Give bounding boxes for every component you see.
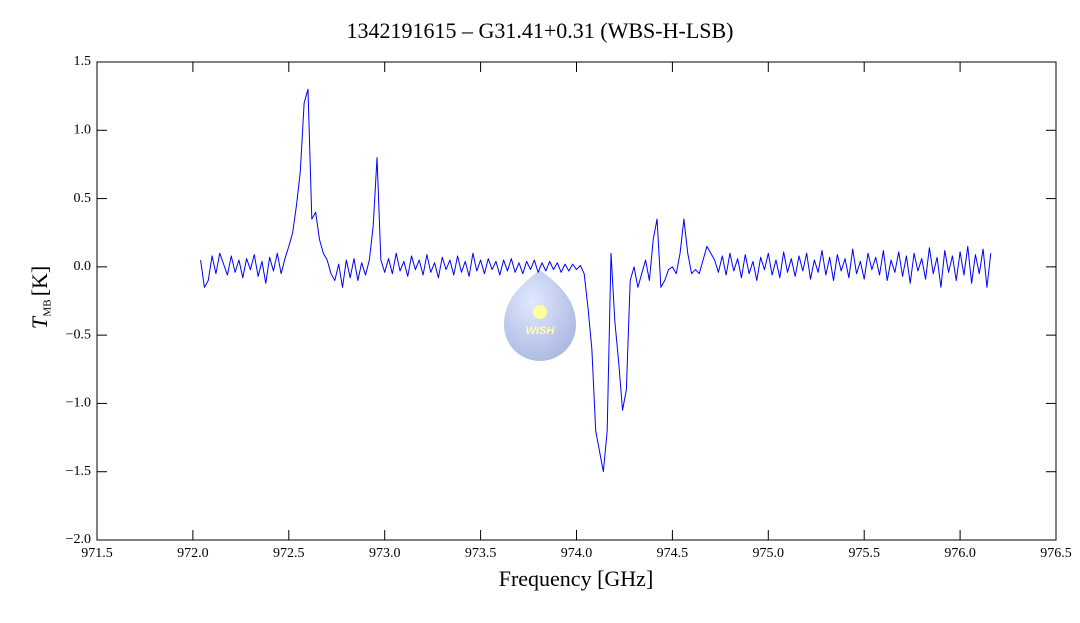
x-tick-label: 972.5 bbox=[273, 546, 305, 561]
y-tick-label: 1.5 bbox=[74, 54, 92, 69]
y-label-unit: [K] bbox=[27, 266, 52, 297]
x-tick-label: 974.5 bbox=[657, 546, 689, 561]
y-tick-label: −2.0 bbox=[66, 532, 91, 547]
x-tick-label: 975.5 bbox=[848, 546, 880, 561]
y-axis-label: T MB [K] bbox=[27, 266, 53, 329]
y-tick-label: −1.5 bbox=[66, 464, 91, 479]
x-axis-label: Frequency [GHz] bbox=[499, 566, 654, 591]
x-tick-label: 972.0 bbox=[177, 546, 209, 561]
chart-title: 1342191615 – G31.41+0.31 (WBS-H-LSB) bbox=[346, 18, 733, 43]
y-tick-label: −0.5 bbox=[66, 327, 91, 342]
x-tick-label: 973.5 bbox=[465, 546, 497, 561]
x-tick-label: 975.0 bbox=[753, 546, 785, 561]
spectrum-line bbox=[200, 88, 992, 473]
y-tick-label: −1.0 bbox=[66, 396, 91, 411]
x-tick-label: 976.5 bbox=[1040, 546, 1072, 561]
x-tick-label: 971.5 bbox=[81, 546, 113, 561]
x-tick-label: 973.0 bbox=[369, 546, 401, 561]
watermark-text: WISH bbox=[526, 325, 556, 337]
y-label-symbol: T bbox=[27, 315, 52, 329]
plot-frame bbox=[96, 61, 1057, 541]
y-label-subscript: MB bbox=[42, 299, 54, 316]
y-tick-label: 0.0 bbox=[74, 259, 92, 274]
x-tick-label: 974.0 bbox=[561, 546, 593, 561]
y-tick-label: 1.0 bbox=[74, 123, 92, 138]
y-tick-label: 0.5 bbox=[74, 191, 92, 206]
x-tick-label: 976.0 bbox=[944, 546, 976, 561]
watermark: WISH bbox=[504, 270, 576, 361]
watermark-star bbox=[533, 305, 547, 319]
